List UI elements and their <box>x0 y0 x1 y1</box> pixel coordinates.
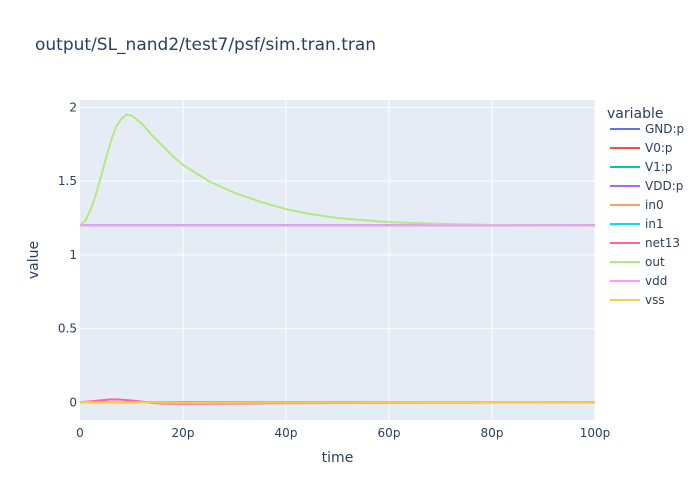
legend-label: V1:p <box>645 160 673 174</box>
series-lines <box>79 113 596 405</box>
legend-item[interactable]: V1:p <box>610 160 673 174</box>
series-line-out <box>79 113 596 227</box>
legend-label: in1 <box>645 217 664 231</box>
x-axis-ticks: 0 20p 40p 60p 80p 100p <box>76 426 610 440</box>
x-tick-label: 80p <box>481 426 504 440</box>
legend-label: vdd <box>645 274 667 288</box>
plot-area <box>80 100 595 420</box>
y-axis-ticks: 0 0.5 1 1.5 2 <box>58 100 77 409</box>
legend-title: variable <box>607 106 663 122</box>
legend-label: out <box>645 255 665 269</box>
legend-item[interactable]: GND:p <box>610 122 684 136</box>
chart-title: output/SL_nand2/test7/psf/sim.tran.tran <box>35 35 376 55</box>
legend-item[interactable]: out <box>610 255 665 269</box>
y-tick-label: 2 <box>69 100 77 114</box>
legend-item[interactable]: VDD:p <box>610 179 683 193</box>
legend-label: V0:p <box>645 141 673 155</box>
legend-item[interactable]: vss <box>610 293 665 307</box>
legend-label: vss <box>645 293 665 307</box>
y-tick-label: 1 <box>69 248 77 262</box>
legend: variable GND:p V0:p V1:p VDD:p in0 in1 net13 ou… <box>607 106 684 307</box>
y-axis-title: value <box>26 241 42 279</box>
y-tick-label: 1.5 <box>58 174 77 188</box>
legend-item[interactable]: in1 <box>610 217 664 231</box>
x-tick-label: 60p <box>378 426 401 440</box>
x-axis-title: time <box>322 450 354 466</box>
legend-label: net13 <box>645 236 680 250</box>
x-tick-label: 0 <box>76 426 84 440</box>
x-tick-label: 40p <box>275 426 298 440</box>
legend-item[interactable]: vdd <box>610 274 667 288</box>
legend-item[interactable]: net13 <box>610 236 680 250</box>
legend-label: in0 <box>645 198 664 212</box>
x-tick-label: 100p <box>580 426 611 440</box>
legend-label: GND:p <box>645 122 684 136</box>
legend-item[interactable]: V0:p <box>610 141 673 155</box>
y-tick-label: 0.5 <box>58 322 77 336</box>
legend-item[interactable]: in0 <box>610 198 664 212</box>
x-tick-label: 20p <box>172 426 195 440</box>
legend-label: VDD:p <box>645 179 683 193</box>
y-tick-label: 0 <box>69 395 77 409</box>
